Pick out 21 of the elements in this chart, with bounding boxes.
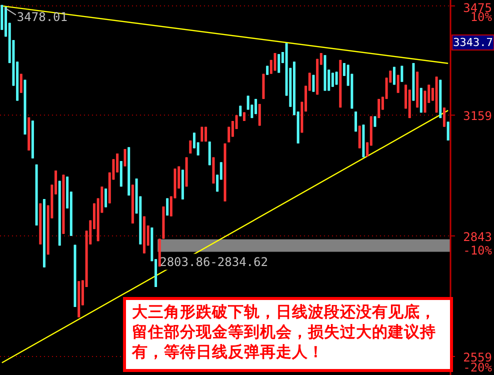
candlestick (358, 125, 361, 149)
candlestick (396, 74, 400, 94)
candlestick (104, 188, 108, 208)
candlestick (208, 141, 211, 166)
candlestick (400, 65, 404, 82)
text: 3343.7 (453, 36, 493, 49)
candlestick (335, 71, 338, 86)
y-tick-label: 2843 (463, 230, 492, 244)
annotation: 3478.01 (16, 10, 68, 24)
candlestick (20, 73, 22, 94)
y2-tick-label: -20% (463, 360, 493, 375)
candlestick (446, 121, 450, 141)
candlestick (354, 111, 358, 132)
candlestick (331, 72, 334, 88)
y2-tick-label: -10% (463, 244, 493, 258)
candlestick (442, 107, 446, 128)
annotation: 大三角形跌破下轨，日线波段还没有见底，留住部分现金等到机会，损失过大的建议持有，等待日线反弹再走人！ (123, 297, 453, 372)
candlestick (278, 54, 280, 74)
candlestick (374, 116, 376, 128)
y-tick-label: 3159 (463, 109, 492, 124)
candlestick (312, 74, 315, 92)
